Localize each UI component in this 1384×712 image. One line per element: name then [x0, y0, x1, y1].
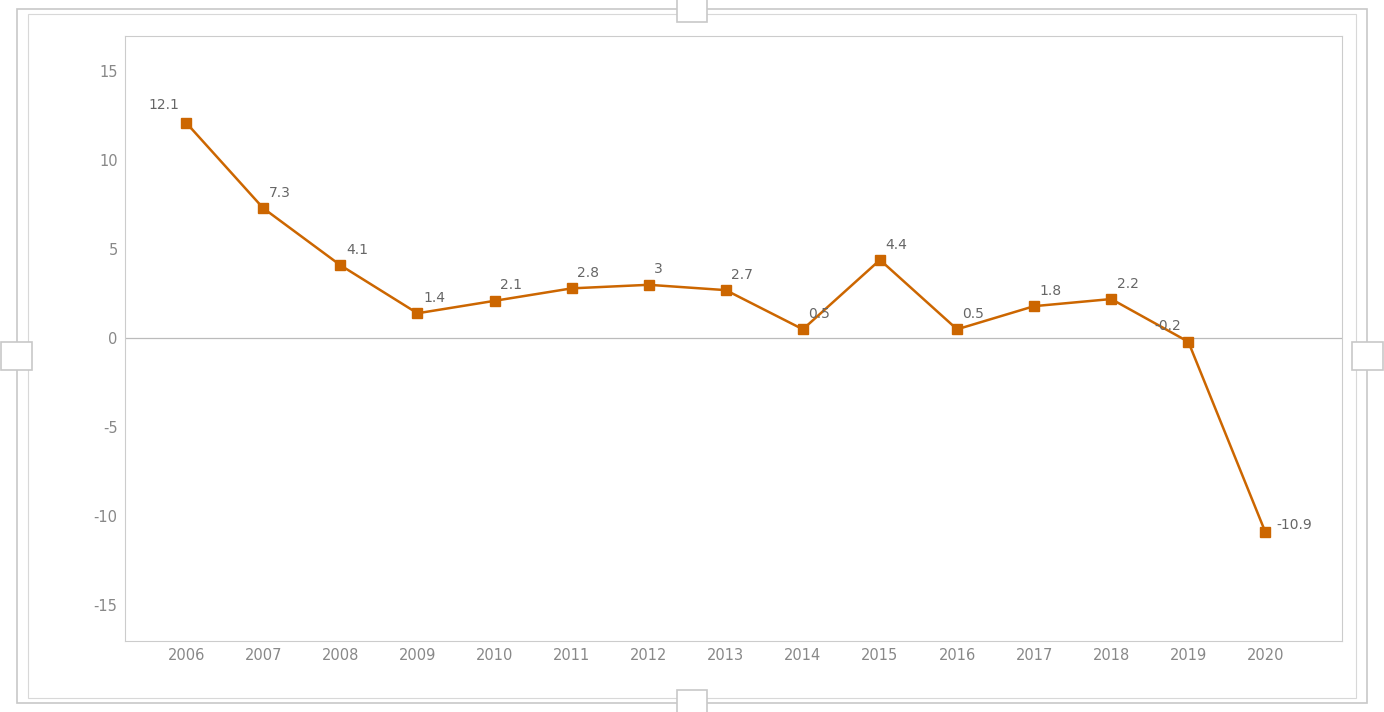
Text: 2.2: 2.2: [1117, 277, 1139, 290]
Text: 12.1: 12.1: [148, 98, 180, 112]
Text: 2.7: 2.7: [731, 268, 753, 282]
Text: 4.1: 4.1: [346, 243, 368, 257]
Text: 0.5: 0.5: [963, 307, 984, 321]
Text: 0.5: 0.5: [808, 307, 830, 321]
Text: 2.1: 2.1: [500, 278, 522, 293]
Text: 7.3: 7.3: [268, 186, 291, 200]
Text: 1.4: 1.4: [424, 291, 446, 305]
Text: 2.8: 2.8: [577, 266, 599, 280]
Text: 1.8: 1.8: [1039, 284, 1062, 298]
Text: -10.9: -10.9: [1276, 518, 1312, 533]
Text: 3: 3: [655, 263, 663, 276]
Text: -0.2: -0.2: [1154, 320, 1182, 333]
Text: 4.4: 4.4: [886, 238, 908, 251]
